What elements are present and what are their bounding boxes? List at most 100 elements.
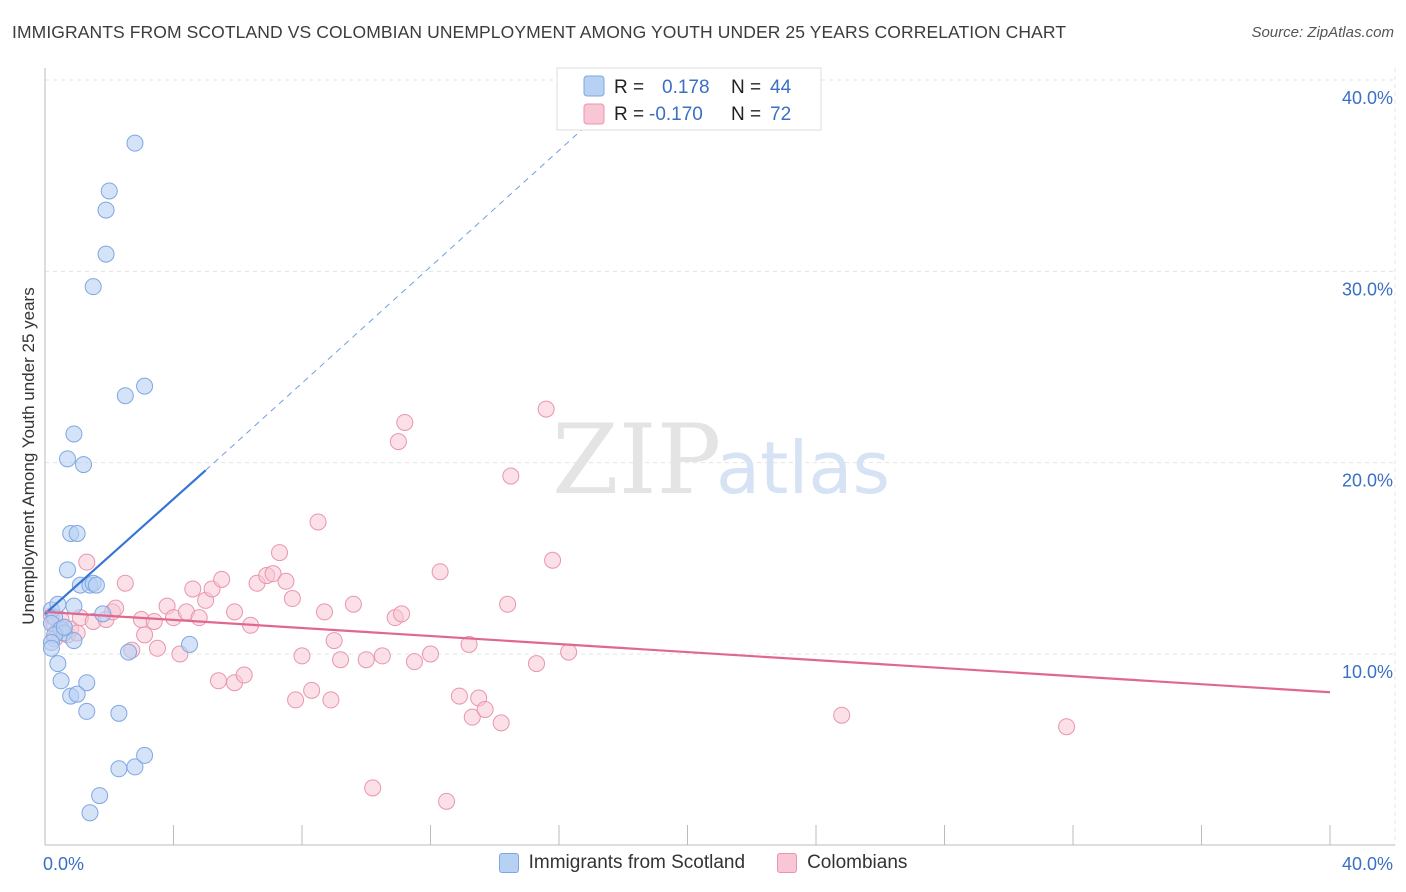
bottom-label-scotland: Immigrants from Scotland (528, 852, 746, 873)
scotland-point (136, 377, 154, 395)
colombians-point (364, 779, 382, 797)
colombians-point (283, 590, 301, 608)
x-tick-label-max: 40.0% (1342, 854, 1393, 874)
scotland-point (58, 561, 76, 579)
colombians-point (499, 595, 517, 613)
legend-r-label-1: R = (614, 77, 644, 98)
colombians-point (463, 708, 481, 726)
scotland-point (68, 685, 86, 703)
legend-swatch-scotland (583, 75, 605, 97)
scotland-point (78, 674, 96, 692)
colombians-point (322, 691, 340, 709)
scotland-point (65, 425, 83, 443)
scotland-point (52, 672, 70, 690)
colombians-point (560, 643, 578, 661)
colombians-point (145, 612, 163, 630)
bottom-swatch-scotland (498, 853, 519, 873)
colombians-point (190, 609, 208, 627)
stats-legend: R = 0.178 N = 44 R = -0.170 N = 72 (556, 67, 822, 131)
scotland-point (55, 618, 73, 636)
colombians-point (1058, 718, 1076, 736)
scotland-point (97, 245, 115, 263)
y-tick-label: 10.0% (1342, 662, 1393, 682)
colombians-point (537, 400, 555, 418)
colombians-point (357, 651, 375, 669)
scotland-point (110, 760, 128, 778)
legend-r-label-2: R = (614, 104, 644, 125)
scotland-point (65, 632, 83, 650)
scotland-points (42, 134, 199, 822)
legend-n-label-1: N = (731, 77, 761, 98)
bottom-label-colombians: Colombians (807, 852, 908, 873)
scotland-point (120, 643, 138, 661)
watermark: ZIP atlas (552, 404, 890, 516)
scotland-point (49, 655, 67, 673)
scotland-point (97, 201, 115, 219)
colombians-point (78, 553, 96, 571)
scotland-point (68, 524, 86, 542)
colombians-point (393, 605, 411, 623)
scotland-point (136, 746, 154, 764)
colombians-point (226, 603, 244, 621)
scotland-trend-extension (205, 106, 608, 471)
x-tick-labels: 0.0% 40.0% (43, 854, 1393, 874)
scotland-point (78, 702, 96, 720)
colombians-point (389, 433, 407, 451)
colombians-point (492, 714, 510, 732)
scotland-point (126, 134, 144, 152)
bottom-swatch-colombians (777, 853, 798, 873)
scotland-point (42, 639, 60, 657)
colombians-point (116, 574, 134, 592)
colombians-point (405, 653, 423, 671)
bottom-legend-colombians: Colombians (777, 852, 907, 874)
y-tick-label: 30.0% (1342, 279, 1393, 299)
scotland-point (81, 804, 99, 822)
scotland-point (84, 278, 102, 296)
colombians-point (309, 513, 327, 531)
y-tick-labels: 10.0% 20.0% 30.0% 40.0% (1342, 88, 1393, 682)
colombians-point (373, 647, 391, 665)
colombians-point (209, 672, 227, 690)
colombians-point (148, 639, 166, 657)
scotland-point (87, 576, 105, 594)
watermark-atlas: atlas (716, 426, 890, 510)
watermark-zip: ZIP (552, 404, 721, 516)
colombians-point (344, 595, 362, 613)
scotland-point (116, 387, 134, 405)
scotland-point (110, 704, 128, 722)
colombians-point (303, 681, 321, 699)
colombians-point (528, 655, 546, 673)
colombians-point (476, 700, 494, 718)
legend-n-value-2: 72 (770, 104, 791, 125)
scotland-point (75, 456, 93, 474)
colombians-point (136, 626, 154, 644)
colombians-point (264, 565, 282, 583)
x-tick-label-min: 0.0% (43, 854, 84, 874)
y-axis-label: Unemployment Among Youth under 25 years (19, 287, 38, 624)
scotland-trend-line (44, 469, 207, 615)
legend-swatch-colombians (583, 103, 605, 125)
legend-n-label-2: N = (731, 104, 761, 125)
colombians-point (332, 651, 350, 669)
axes (44, 68, 1395, 846)
legend-r-value-2: -0.170 (649, 104, 703, 125)
colombians-point (271, 544, 289, 562)
colombians-point (277, 572, 295, 590)
colombians-point (502, 467, 520, 485)
y-tick-label: 20.0% (1342, 471, 1393, 491)
colombians-point (431, 563, 449, 581)
colombians-point (460, 635, 478, 653)
scotland-point (126, 758, 144, 776)
trend-lines (44, 106, 1331, 694)
bottom-legend: Immigrants from Scotland Colombians (0, 852, 1406, 874)
scotland-point (58, 450, 76, 468)
legend-r-value-1: 0.178 (662, 77, 710, 98)
bottom-legend-scotland: Immigrants from Scotland (498, 852, 746, 874)
scotland-point (65, 597, 83, 615)
colombians-point (293, 647, 311, 665)
scotland-point (91, 787, 109, 805)
colombians-point (544, 551, 562, 569)
colombians-point (213, 570, 231, 588)
colombians-trend-line (44, 610, 1331, 694)
